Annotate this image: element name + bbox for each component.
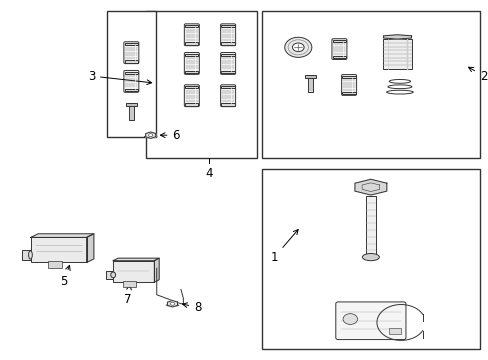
Bar	[332, 40, 346, 42]
Bar	[185, 54, 198, 56]
FancyBboxPatch shape	[220, 24, 235, 46]
Text: 2: 2	[468, 67, 486, 82]
Bar	[22, 250, 31, 260]
FancyBboxPatch shape	[184, 85, 199, 107]
Bar	[185, 103, 198, 105]
Ellipse shape	[362, 253, 379, 261]
Text: 1: 1	[270, 230, 298, 264]
Bar	[221, 71, 234, 73]
Bar	[305, 75, 315, 78]
FancyBboxPatch shape	[331, 39, 346, 59]
Polygon shape	[154, 258, 159, 282]
Polygon shape	[113, 258, 159, 261]
Ellipse shape	[111, 272, 115, 278]
Bar	[185, 42, 198, 45]
Bar	[106, 271, 113, 279]
Text: 3: 3	[87, 69, 151, 85]
Polygon shape	[383, 35, 410, 39]
Ellipse shape	[28, 251, 32, 259]
Circle shape	[170, 302, 174, 305]
Bar	[365, 196, 375, 257]
Bar	[221, 103, 234, 105]
Bar	[383, 39, 411, 69]
Text: 4: 4	[204, 167, 212, 180]
FancyBboxPatch shape	[184, 53, 199, 75]
Bar	[113, 261, 154, 282]
Bar	[221, 86, 234, 88]
Circle shape	[148, 134, 152, 137]
Text: 6: 6	[160, 129, 180, 142]
Circle shape	[343, 314, 357, 324]
Text: 5: 5	[60, 265, 70, 288]
Bar	[185, 86, 198, 88]
FancyBboxPatch shape	[220, 53, 235, 75]
Bar	[388, 328, 400, 334]
FancyBboxPatch shape	[123, 42, 139, 64]
Bar	[262, 12, 479, 158]
Bar	[221, 54, 234, 56]
FancyBboxPatch shape	[220, 85, 235, 107]
Text: 8: 8	[182, 301, 201, 314]
Text: 7: 7	[123, 285, 131, 306]
Bar	[307, 75, 312, 92]
Ellipse shape	[144, 136, 157, 138]
Circle shape	[292, 43, 304, 51]
Bar	[145, 12, 257, 158]
FancyBboxPatch shape	[341, 75, 356, 95]
Bar	[124, 43, 138, 45]
FancyBboxPatch shape	[123, 71, 139, 92]
Circle shape	[284, 37, 311, 57]
Bar	[31, 237, 86, 262]
Bar	[107, 12, 155, 137]
FancyBboxPatch shape	[184, 24, 199, 46]
Bar	[47, 261, 61, 268]
Bar	[221, 42, 234, 45]
Bar	[332, 56, 346, 58]
Bar	[124, 60, 138, 63]
Polygon shape	[145, 132, 155, 138]
Bar	[262, 169, 479, 348]
Polygon shape	[86, 234, 94, 262]
FancyBboxPatch shape	[335, 302, 405, 339]
Bar	[185, 71, 198, 73]
Bar	[124, 72, 138, 74]
Bar	[129, 103, 133, 121]
Bar	[125, 103, 137, 106]
Polygon shape	[31, 234, 94, 237]
Bar	[342, 76, 355, 78]
Bar	[342, 92, 355, 94]
Circle shape	[287, 40, 308, 55]
Bar	[185, 25, 198, 27]
Ellipse shape	[166, 304, 179, 306]
Polygon shape	[354, 179, 386, 195]
Bar	[221, 25, 234, 27]
Bar	[124, 89, 138, 91]
Polygon shape	[167, 301, 177, 307]
Bar	[123, 281, 136, 287]
